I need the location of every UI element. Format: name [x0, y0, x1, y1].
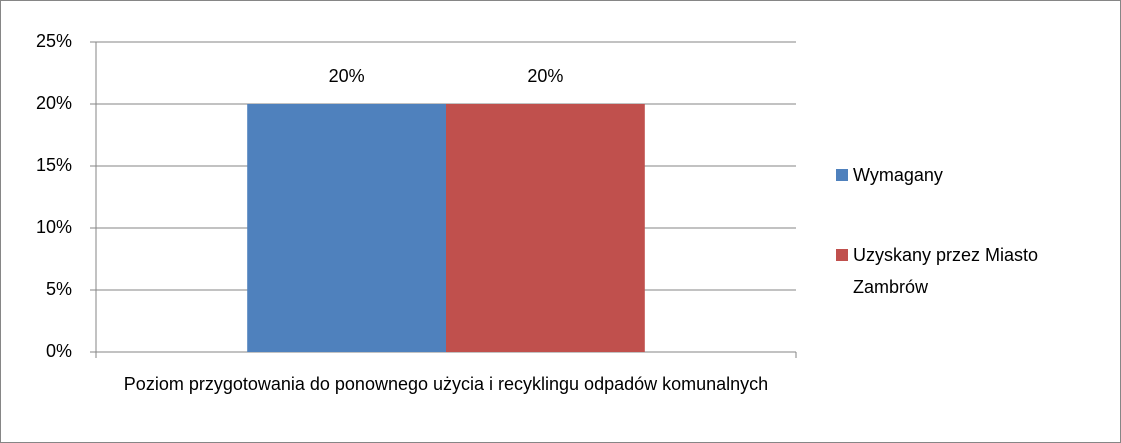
x-tick-label: Poziom przygotowania do ponownego użycia… [123, 374, 769, 394]
y-tick-label: 5% [46, 279, 72, 299]
bar [247, 104, 446, 352]
y-tick-label: 0% [46, 341, 72, 361]
bar [446, 104, 645, 352]
y-tick-label: 20% [36, 93, 72, 113]
y-tick-label: 10% [36, 217, 72, 237]
legend-swatch [836, 169, 848, 181]
data-label: 20% [527, 66, 563, 86]
legend-swatch [836, 249, 848, 261]
legend-label: Wymagany [853, 165, 943, 185]
data-label: 20% [329, 66, 365, 86]
legend-label: Uzyskany przez Miasto Zambrów [853, 245, 1039, 297]
y-tick-label: 15% [36, 155, 72, 175]
y-tick-label: 25% [36, 31, 72, 51]
